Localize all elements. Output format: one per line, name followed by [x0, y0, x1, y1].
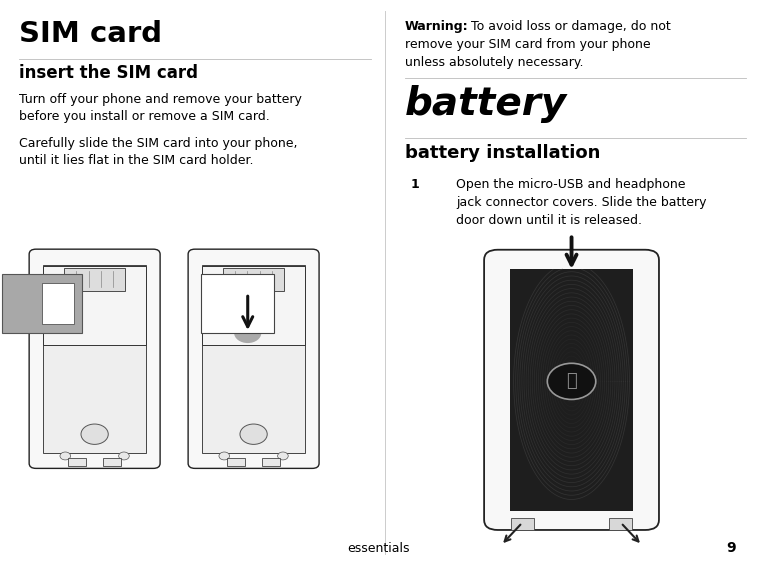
- Text: Warning:: Warning:: [405, 20, 469, 33]
- Circle shape: [240, 424, 267, 444]
- Text: remove your SIM card from your phone: remove your SIM card from your phone: [405, 38, 650, 51]
- Bar: [201, 275, 274, 333]
- FancyBboxPatch shape: [484, 250, 659, 530]
- FancyBboxPatch shape: [188, 249, 319, 468]
- Bar: [64, 267, 125, 290]
- FancyBboxPatch shape: [29, 249, 160, 468]
- Bar: [202, 265, 305, 453]
- Bar: [511, 518, 534, 530]
- Text: Open the micro-USB and headphone: Open the micro-USB and headphone: [456, 178, 686, 191]
- Text: essentials: essentials: [347, 542, 410, 555]
- Circle shape: [234, 323, 261, 343]
- Bar: [43, 266, 146, 345]
- Bar: [43, 265, 146, 453]
- Circle shape: [547, 363, 596, 399]
- Bar: [510, 269, 633, 511]
- Text: battery: battery: [405, 85, 567, 123]
- Bar: [103, 458, 121, 466]
- Text: until it lies flat in the SIM card holder.: until it lies flat in the SIM card holde…: [19, 154, 254, 167]
- Text: insert the SIM card: insert the SIM card: [19, 64, 198, 82]
- Circle shape: [219, 452, 229, 460]
- Text: SIM card: SIM card: [19, 20, 162, 48]
- Text: 1: 1: [411, 178, 420, 191]
- Text: Ⓜ: Ⓜ: [566, 372, 577, 390]
- Circle shape: [60, 452, 70, 460]
- Text: To avoid loss or damage, do not: To avoid loss or damage, do not: [467, 20, 671, 33]
- Bar: [42, 283, 74, 324]
- Bar: [2, 275, 82, 333]
- Text: jack connector covers. Slide the battery: jack connector covers. Slide the battery: [456, 196, 707, 209]
- Text: door down until it is released.: door down until it is released.: [456, 214, 643, 227]
- Bar: [202, 266, 305, 345]
- Circle shape: [278, 452, 288, 460]
- Bar: [223, 267, 284, 290]
- Bar: [609, 518, 632, 530]
- Circle shape: [81, 424, 108, 444]
- Text: Turn off your phone and remove your battery: Turn off your phone and remove your batt…: [19, 93, 302, 106]
- Text: Carefully slide the SIM card into your phone,: Carefully slide the SIM card into your p…: [19, 137, 298, 150]
- Text: battery installation: battery installation: [405, 144, 600, 162]
- Circle shape: [119, 452, 129, 460]
- Bar: [227, 458, 245, 466]
- Text: 9: 9: [726, 541, 736, 555]
- Text: before you install or remove a SIM card.: before you install or remove a SIM card.: [19, 110, 269, 123]
- Bar: [68, 458, 86, 466]
- Bar: [262, 458, 280, 466]
- Text: unless absolutely necessary.: unless absolutely necessary.: [405, 56, 584, 69]
